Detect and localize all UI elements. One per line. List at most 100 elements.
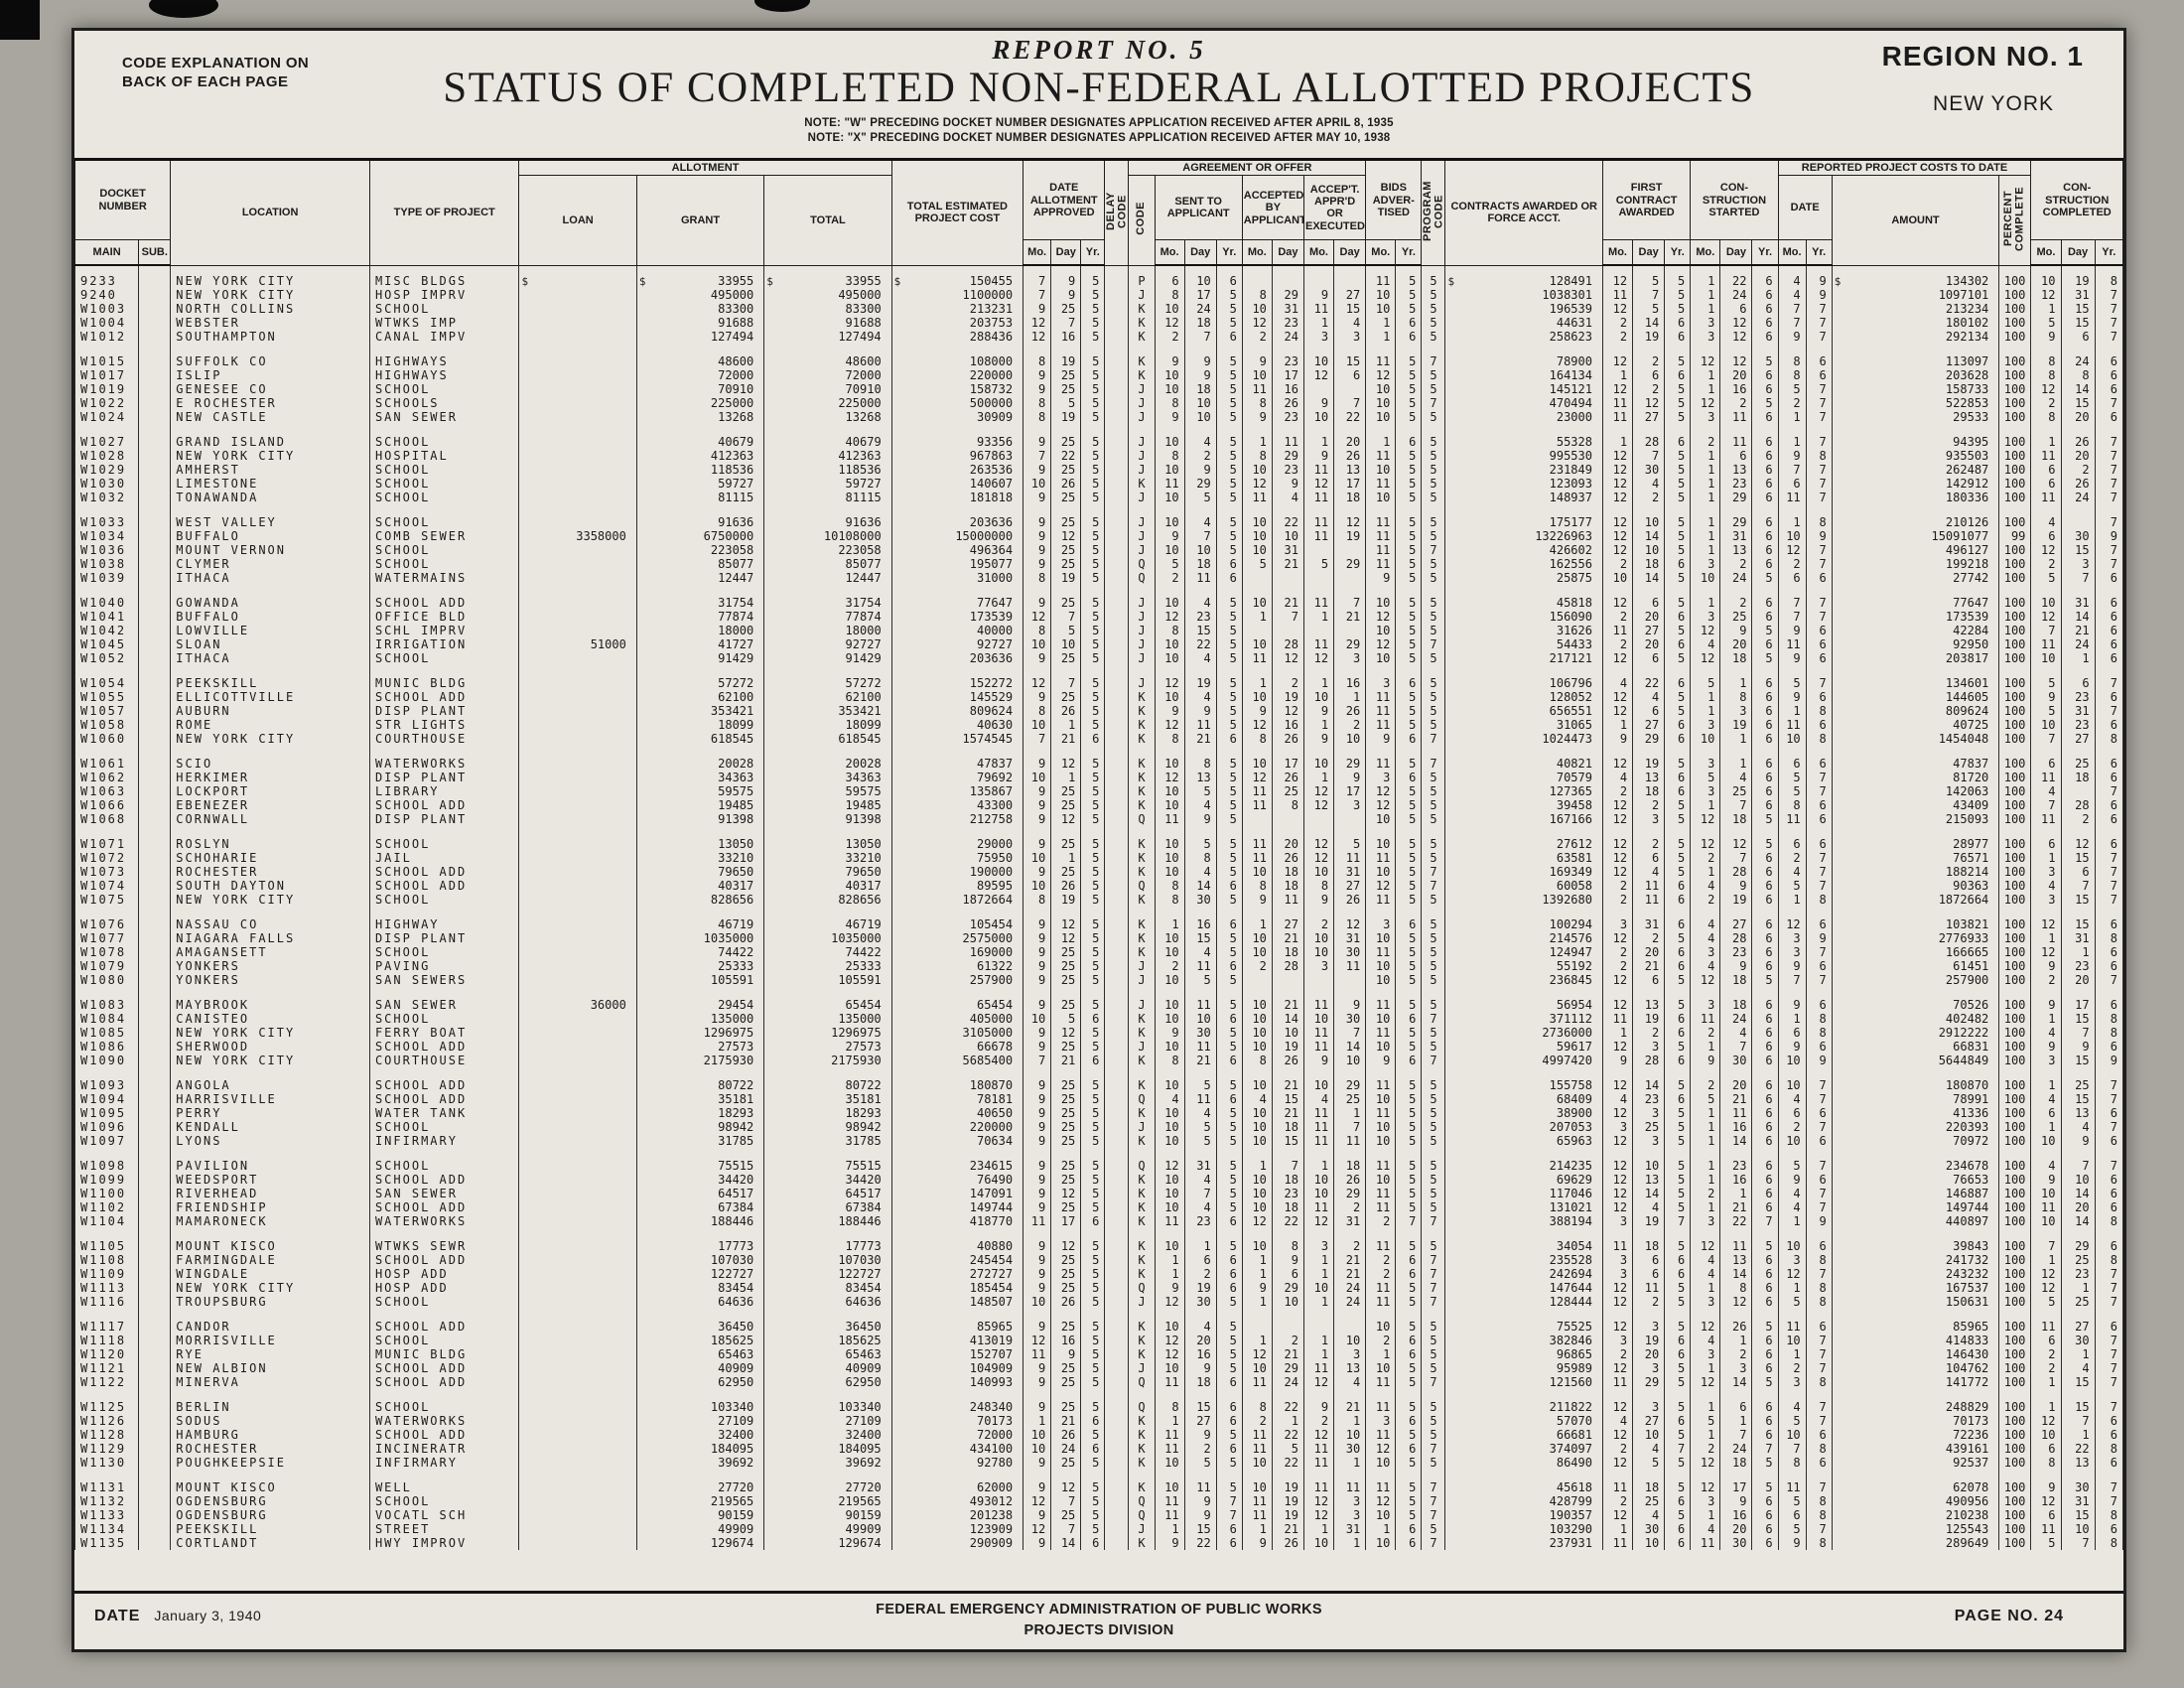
- executed-day-cell: 31: [1333, 931, 1367, 946]
- first-day-cell: 19: [1632, 1012, 1666, 1027]
- spacer-cell: [1365, 826, 1397, 838]
- executed-mo-cell: [1302, 382, 1335, 397]
- spacer-cell: [170, 826, 370, 838]
- grant-cell: 64517: [635, 1187, 765, 1201]
- first-day-cell: 3: [1632, 812, 1666, 827]
- delay-code-cell: [1104, 757, 1130, 772]
- spacer-cell: [890, 1470, 1024, 1481]
- started-yr-cell: 6: [1751, 610, 1779, 625]
- completed-mo-cell: 4: [2030, 1092, 2062, 1107]
- started-day-cell: 14: [1719, 1267, 1753, 1282]
- program-code-cell: 5: [1421, 316, 1446, 331]
- reported-mo-cell: 10: [1777, 1134, 1807, 1149]
- spacer-cell: [1333, 585, 1367, 597]
- est-cost-cell: 1574545: [890, 732, 1024, 747]
- agreement-code-cell: K: [1128, 865, 1156, 880]
- started-mo-cell: 1: [1690, 477, 1721, 492]
- contracts-cell: 190357: [1444, 1508, 1603, 1523]
- started-yr-cell: 6: [1751, 893, 1779, 908]
- type-cell: FERRY BOAT: [368, 1026, 520, 1041]
- started-yr-cell: 6: [1751, 1508, 1779, 1523]
- spacer-cell: [1023, 265, 1052, 275]
- delay-code-cell: [1104, 1536, 1130, 1551]
- contracts-cell: 156090: [1444, 610, 1603, 625]
- completed-mo-cell: 9: [2030, 690, 2062, 705]
- reported-yr-cell: 7: [1805, 973, 1833, 988]
- sent-day-cell: 14: [1183, 879, 1217, 894]
- col-location: LOCATION: [170, 158, 370, 266]
- delay-code-cell: [1104, 557, 1130, 572]
- note-w: NOTE: "W" PRECEDING DOCKET NUMBER DESIGN…: [804, 117, 1394, 129]
- completed-day-cell: 30: [2060, 1334, 2096, 1348]
- type-cell: SCHOOL ADD: [368, 1253, 520, 1268]
- spacer-cell: [1998, 1067, 2032, 1079]
- total-cell: 92727: [763, 637, 892, 652]
- agreement-code-cell: Q: [1128, 1375, 1156, 1390]
- accepted-day-cell: 21: [1271, 596, 1304, 611]
- program-code-cell: 5: [1421, 1173, 1446, 1188]
- docket-main-cell: W1078: [74, 945, 140, 960]
- bids-mo-cell: 12: [1365, 798, 1397, 813]
- sent-yr-cell: 5: [1215, 812, 1243, 827]
- type-cell: VOCATL SCH: [368, 1508, 520, 1523]
- sent-day-cell: 5: [1183, 784, 1217, 799]
- started-day-cell: 11: [1719, 1239, 1753, 1254]
- contracts-cell: 155758: [1444, 1078, 1603, 1093]
- approved-day-cell: 25: [1050, 1120, 1082, 1135]
- total-cell: 18000: [763, 624, 892, 638]
- started-mo-cell: 12: [1690, 837, 1721, 852]
- started-yr-cell: 6: [1751, 1267, 1779, 1282]
- spacer-cell: [1831, 504, 2000, 516]
- accepted-day-cell: [1271, 973, 1304, 988]
- spacer-cell: [1395, 344, 1423, 355]
- first-mo-cell: 2: [1601, 330, 1634, 345]
- spacer-cell: [1302, 344, 1335, 355]
- docket-main-cell: W1033: [74, 515, 140, 530]
- docket-sub-cell: [138, 732, 172, 747]
- spacer-cell: [1183, 585, 1217, 597]
- loan-cell: [518, 879, 637, 894]
- contracts-cell: 145121: [1444, 382, 1603, 397]
- started-mo-cell: 1: [1690, 1134, 1721, 1149]
- percent-cell: 100: [1998, 515, 2032, 530]
- sent-day-cell: 18: [1183, 316, 1217, 331]
- first-day-cell: 3: [1632, 1134, 1666, 1149]
- executed-day-cell: [1333, 624, 1367, 638]
- reported-yr-cell: 7: [1805, 1078, 1833, 1093]
- spacer-cell: [1302, 424, 1335, 436]
- executed-day-cell: 29: [1333, 1187, 1367, 1201]
- executed-day-cell: 31: [1333, 865, 1367, 880]
- percent-cell: 100: [1998, 1320, 2032, 1335]
- amount-cell: 76653: [1831, 1173, 2000, 1188]
- docket-sub-cell: [138, 931, 172, 946]
- executed-mo-cell: 11: [1302, 637, 1335, 652]
- reported-mo-cell: 5: [1777, 1414, 1807, 1429]
- spacer-cell: [1805, 665, 1833, 677]
- started-mo-cell: 3: [1690, 757, 1721, 772]
- program-code-cell: 7: [1421, 865, 1446, 880]
- accepted-day-cell: 5: [1271, 1442, 1304, 1457]
- amount-cell: 94395: [1831, 435, 2000, 450]
- est-cost-cell: 135867: [890, 784, 1024, 799]
- grant-cell: 62100: [635, 690, 765, 705]
- percent-cell: 100: [1998, 330, 2032, 345]
- docket-main-cell: W1128: [74, 1428, 140, 1443]
- first-day-cell: 4: [1632, 477, 1666, 492]
- approved-mo-cell: 7: [1023, 449, 1052, 464]
- started-mo-cell: 12: [1690, 624, 1721, 638]
- amount-cell: 28977: [1831, 837, 2000, 852]
- first-yr-cell: 6: [1664, 330, 1692, 345]
- docket-sub-cell: [138, 274, 172, 289]
- spacer-cell: [1777, 344, 1807, 355]
- agreement-code-cell: K: [1128, 931, 1156, 946]
- first-mo-cell: 2: [1601, 316, 1634, 331]
- approved-mo-cell: 8: [1023, 571, 1052, 586]
- approved-yr-cell: 5: [1080, 1480, 1106, 1495]
- sent-mo-cell: 6: [1154, 274, 1185, 289]
- spacer-cell: [2030, 1148, 2062, 1160]
- started-yr-cell: 6: [1751, 798, 1779, 813]
- docket-sub-cell: [138, 410, 172, 425]
- docket-sub-cell: [138, 491, 172, 505]
- location-cell: HARRISVILLE: [170, 1092, 370, 1107]
- location-cell: PEEKSKILL: [170, 1522, 370, 1537]
